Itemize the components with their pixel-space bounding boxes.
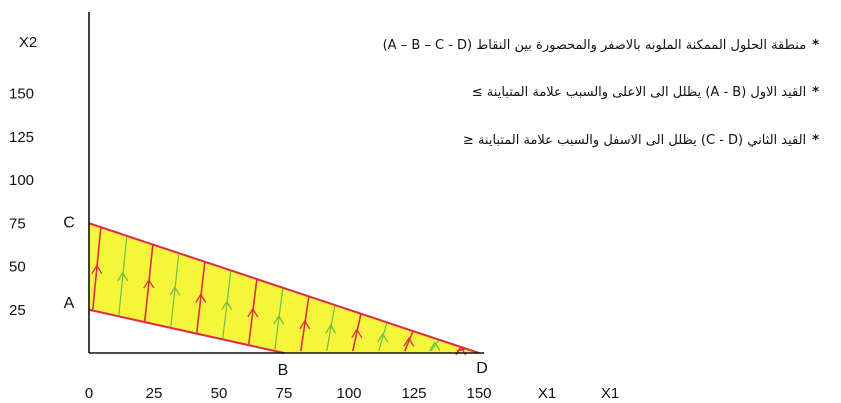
star-marker-icon: * <box>812 85 819 100</box>
hatch-arrow-icon <box>169 286 181 296</box>
x-tick-label: 150 <box>466 385 491 402</box>
hatch-arrow-icon <box>117 271 129 282</box>
y-tick-label: 150 <box>9 86 34 103</box>
note-feasible-region: * منطقة الحلول الممكنة الملونه بالاصفر وا… <box>383 38 819 53</box>
hatch-arrow-icon <box>429 341 441 351</box>
hatch-arrow-icon <box>403 337 415 347</box>
hatch-arrow-icon <box>377 332 389 343</box>
y-tick-label: 100 <box>9 172 34 189</box>
hatch-stroke <box>248 279 258 345</box>
hatch-stroke <box>144 245 154 322</box>
hatch-stroke <box>300 296 310 352</box>
note-text: القيد الاول (A - B) يظلل الى الاعلى والس… <box>471 85 807 100</box>
hatch-arrow-icon <box>325 324 337 334</box>
hatch-arrow-icon <box>299 319 311 330</box>
hatch-arrow-icon <box>195 293 207 303</box>
hatch-stroke <box>430 339 440 352</box>
note-constraint-ab: * القيد الاول (A - B) يظلل الى الاعلى وال… <box>472 85 819 100</box>
point-label-c: C <box>63 214 75 231</box>
x-tick-label: 100 <box>336 385 361 402</box>
y-tick-label: 125 <box>9 129 34 146</box>
x-tick-label: 75 <box>276 385 293 402</box>
star-marker-icon: * <box>812 133 819 148</box>
hatch-arrow-icon <box>247 307 259 318</box>
hatch-stroke <box>326 305 336 352</box>
note-text: منطقة الحلول الممكنة الملونه بالاصفر وال… <box>382 38 807 53</box>
y-tick-label: 50 <box>9 259 26 276</box>
y-tick-label: 25 <box>9 302 26 319</box>
y-tick-label: 75 <box>9 215 26 232</box>
constraint-line-ab <box>88 308 285 354</box>
hatch-arrow-icon <box>351 328 363 339</box>
hatch-stroke <box>274 288 284 350</box>
x-tick-label: 25 <box>146 385 163 402</box>
x-tick-label: 50 <box>211 385 228 402</box>
point-label-b: B <box>278 362 289 379</box>
point-label-d: D <box>476 360 488 377</box>
hatch-arrow-icon <box>91 264 103 275</box>
x-axis-label: X1 <box>538 385 556 402</box>
hatch-stroke <box>196 262 206 333</box>
x-tick-label: 125 <box>401 385 426 402</box>
hatch-stroke <box>378 322 388 352</box>
point-label-a: A <box>64 295 75 312</box>
constraint-line-cd <box>88 222 480 354</box>
note-text: القيد الثاني (C - D) يظلل الى الاسفل وال… <box>462 133 807 148</box>
hatch-marks <box>91 227 467 356</box>
note-constraint-cd: * القيد الثاني (C - D) يظلل الى الاسفل وا… <box>463 133 819 148</box>
hatch-stroke <box>92 227 102 310</box>
hatch-arrow-icon <box>143 278 155 289</box>
hatch-stroke <box>118 236 128 316</box>
hatch-stroke <box>404 331 414 352</box>
y-axis-label: X2 <box>19 34 37 51</box>
hatch-arrow-icon <box>221 300 233 311</box>
hatch-stroke <box>352 314 362 352</box>
x-axis-label-repeat: X1 <box>601 385 619 402</box>
hatch-stroke <box>222 271 232 339</box>
x-tick-label: 0 <box>85 385 93 402</box>
hatch-stroke <box>170 253 180 327</box>
star-marker-icon: * <box>812 38 819 53</box>
hatch-arrow-icon <box>273 314 285 325</box>
